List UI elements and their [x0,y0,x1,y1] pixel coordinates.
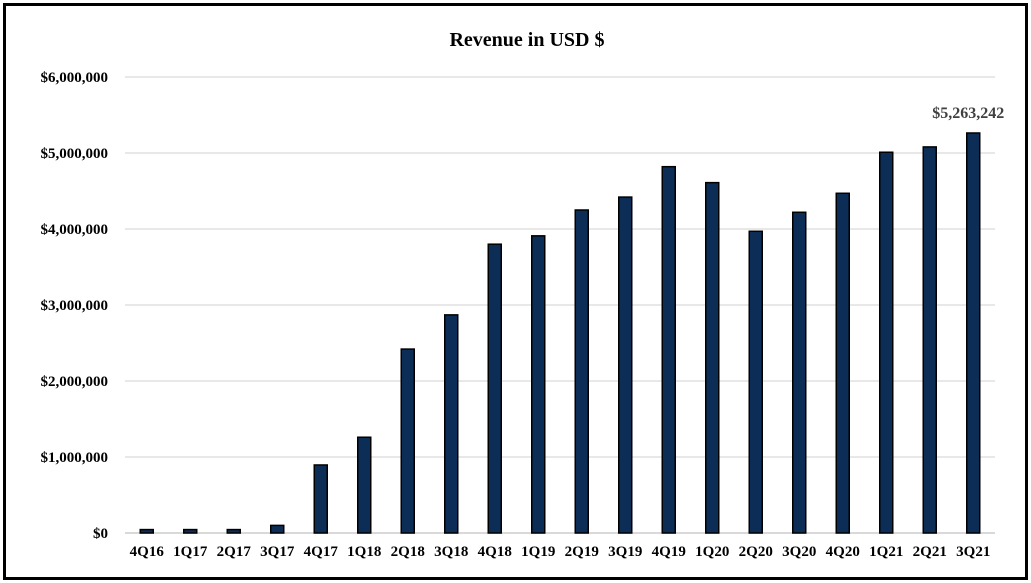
x-tick-label: 3Q18 [434,544,468,560]
bar [313,464,328,534]
bar [139,528,154,534]
y-tick-label: $6,000,000 [41,70,109,86]
x-tick-label: 4Q19 [652,544,686,560]
data-label: $5,263,242 [932,105,1004,122]
bar [487,243,502,534]
x-tick-label: 4Q18 [478,544,512,560]
bar [270,524,285,534]
x-tick-label: 4Q16 [130,544,165,560]
y-tick-label: $2,000,000 [41,374,109,390]
x-tick-label: 4Q17 [304,544,339,560]
bar [531,235,546,534]
x-tick-label: 3Q20 [782,544,816,560]
y-tick-label: $5,000,000 [41,146,109,162]
bar [183,528,198,534]
bar [748,230,763,534]
x-tick-label: 3Q17 [260,544,295,560]
x-tick-label: 3Q21 [956,544,990,560]
x-tick-label: 2Q19 [565,544,599,560]
x-tick-label: 1Q19 [521,544,555,560]
x-tick-label: 2Q17 [217,544,252,560]
x-tick-label: 1Q21 [869,544,903,560]
chart-title: Revenue in USD $ [449,29,604,51]
bar [966,132,981,534]
bar [444,314,459,534]
x-tick-label: 2Q21 [913,544,947,560]
y-tick-label: $1,000,000 [41,450,109,466]
bar [661,165,676,534]
bar [879,151,894,534]
bar [922,146,937,534]
bar [574,209,589,534]
bar [835,192,850,534]
x-tick-label: 1Q17 [173,544,208,560]
y-tick-label: $3,000,000 [41,298,109,314]
bar [226,528,241,534]
bar [400,348,415,534]
x-tick-label: 4Q20 [826,544,860,560]
x-tick-label: 2Q18 [391,544,425,560]
bar [705,181,720,534]
x-tick-label: 3Q19 [608,544,642,560]
bar [618,196,633,534]
y-tick-label: $4,000,000 [41,222,109,238]
bar [792,211,807,534]
bar [357,436,372,534]
chart-frame [3,3,1028,580]
y-tick-label: $0 [93,526,108,542]
x-tick-label: 1Q20 [695,544,729,560]
x-tick-label: 1Q18 [347,544,381,560]
x-tick-label: 2Q20 [739,544,773,560]
